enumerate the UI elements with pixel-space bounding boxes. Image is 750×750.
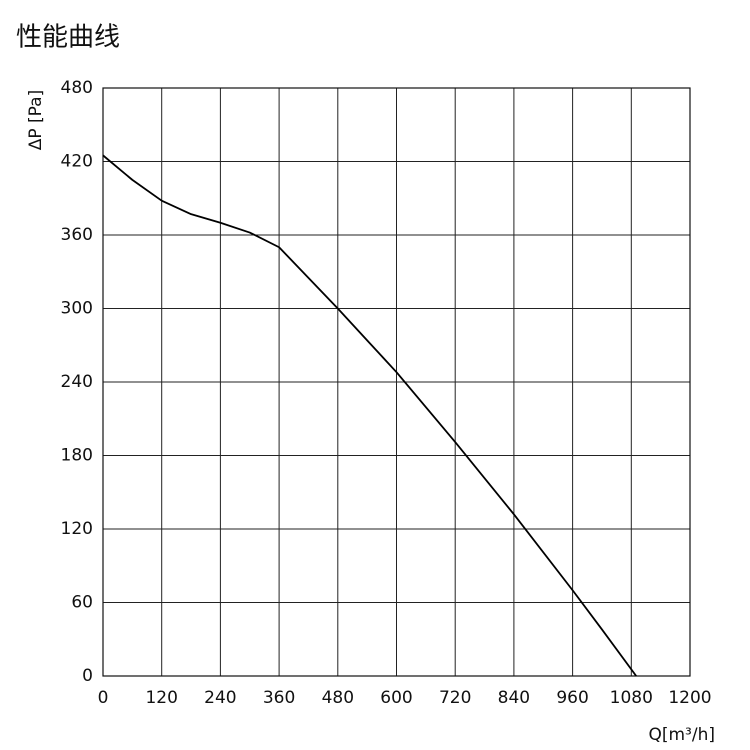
y-tick-label: 120 (61, 519, 93, 539)
x-axis-label: Q[m³/h] (648, 725, 715, 745)
x-tick-label: 120 (145, 688, 177, 708)
x-tick-label: 240 (204, 688, 236, 708)
y-tick-label: 480 (61, 78, 93, 98)
y-tick-label: 300 (61, 299, 93, 319)
y-tick-label: 60 (71, 593, 93, 613)
chart-title: 性能曲线 (16, 23, 120, 53)
y-tick-label: 420 (61, 152, 93, 172)
x-tick-label: 360 (263, 688, 295, 708)
y-tick-label: 0 (82, 666, 93, 686)
x-tick-label: 600 (380, 688, 412, 708)
y-tick-label: 180 (61, 446, 93, 466)
y-axis-label: ΔP [Pa] (26, 90, 46, 150)
x-tick-label: 1200 (668, 688, 711, 708)
y-tick-label: 360 (61, 225, 93, 245)
x-tick-label: 1080 (610, 688, 653, 708)
x-tick-label: 480 (322, 688, 354, 708)
curve (102, 154, 637, 677)
x-tick-label: 960 (556, 688, 588, 708)
x-tick-label: 840 (498, 688, 530, 708)
y-tick-label: 240 (61, 372, 93, 392)
x-tick-label: 0 (98, 688, 109, 708)
plot-frame (102, 87, 691, 677)
x-tick-label: 720 (439, 688, 471, 708)
